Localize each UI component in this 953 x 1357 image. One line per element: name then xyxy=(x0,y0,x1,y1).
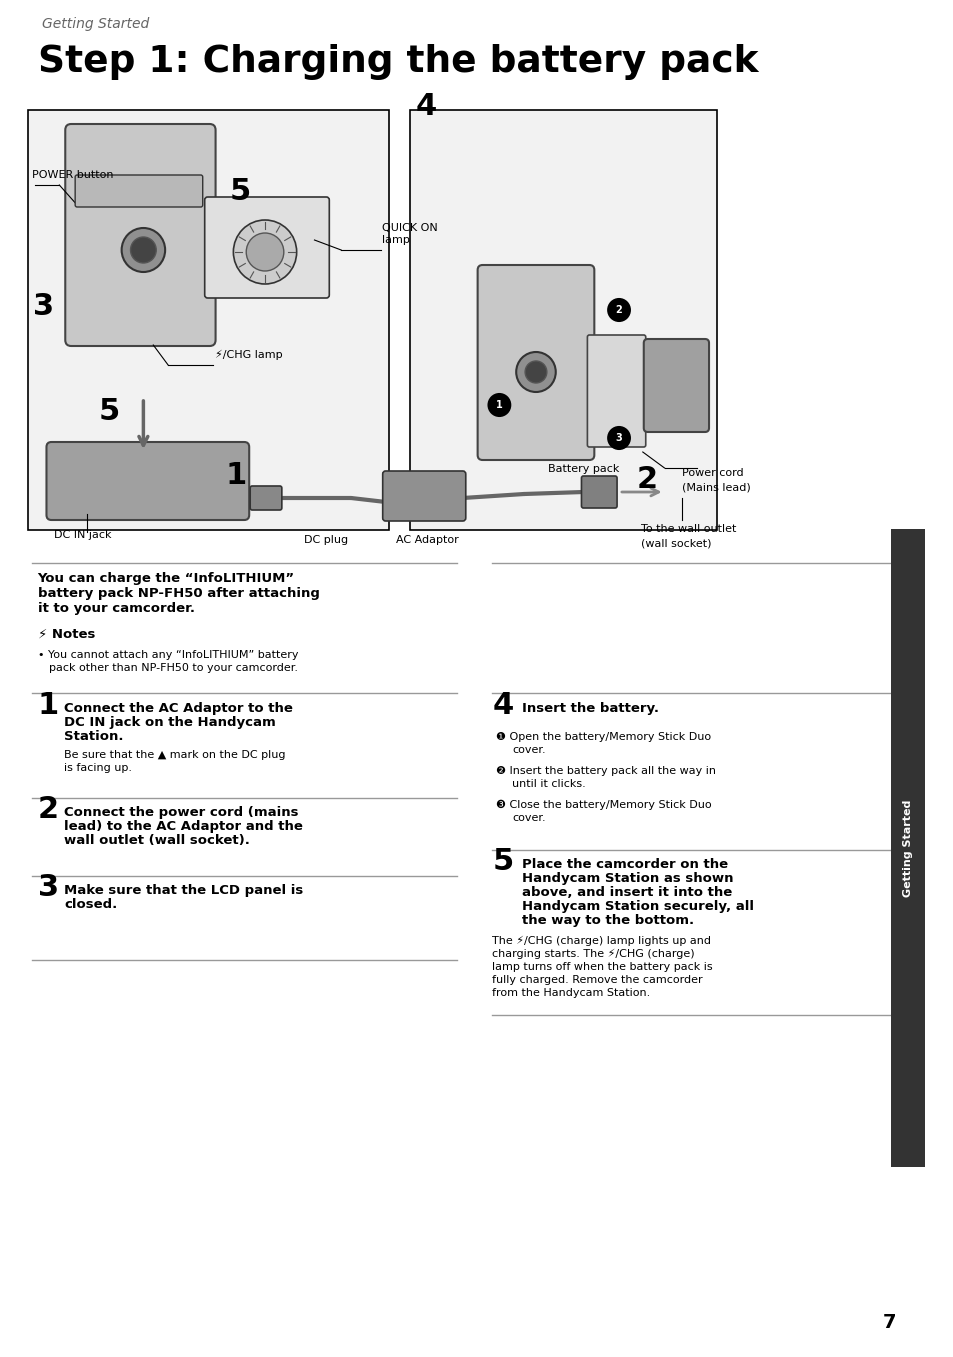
Text: cover.: cover. xyxy=(512,745,545,754)
Text: Insert the battery.: Insert the battery. xyxy=(521,702,659,715)
Text: 4: 4 xyxy=(415,92,436,121)
Text: 7: 7 xyxy=(882,1314,896,1333)
FancyBboxPatch shape xyxy=(250,486,281,510)
FancyBboxPatch shape xyxy=(410,110,717,531)
Text: the way to the bottom.: the way to the bottom. xyxy=(521,915,694,927)
Text: Be sure that the ▲ mark on the DC plug: Be sure that the ▲ mark on the DC plug xyxy=(64,750,286,760)
Text: Power cord: Power cord xyxy=(681,468,743,478)
Circle shape xyxy=(121,228,165,271)
Circle shape xyxy=(607,427,629,449)
Text: cover.: cover. xyxy=(512,813,545,822)
Text: 2: 2 xyxy=(637,465,658,494)
Text: 3: 3 xyxy=(37,873,59,902)
Text: it to your camcorder.: it to your camcorder. xyxy=(37,603,194,615)
Text: Handycam Station securely, all: Handycam Station securely, all xyxy=(521,900,753,913)
Text: 3: 3 xyxy=(615,433,621,442)
FancyBboxPatch shape xyxy=(477,265,594,460)
Text: Step 1: Charging the battery pack: Step 1: Charging the battery pack xyxy=(37,43,758,80)
Text: AC Adaptor: AC Adaptor xyxy=(395,535,458,546)
Circle shape xyxy=(246,233,283,271)
Text: Connect the AC Adaptor to the: Connect the AC Adaptor to the xyxy=(64,702,293,715)
FancyBboxPatch shape xyxy=(382,471,465,521)
Circle shape xyxy=(524,361,546,383)
Text: Getting Started: Getting Started xyxy=(42,18,149,31)
Text: 1: 1 xyxy=(37,691,59,721)
Text: 5: 5 xyxy=(229,176,251,206)
Circle shape xyxy=(131,237,156,263)
Text: You can charge the “InfoLITHIUM”: You can charge the “InfoLITHIUM” xyxy=(37,573,294,585)
FancyBboxPatch shape xyxy=(65,123,215,346)
Text: DC IN jack on the Handycam: DC IN jack on the Handycam xyxy=(64,716,275,729)
Circle shape xyxy=(607,299,629,322)
Text: 4: 4 xyxy=(492,691,513,721)
Text: ❷ Insert the battery pack all the way in: ❷ Insert the battery pack all the way in xyxy=(496,765,716,776)
Text: Make sure that the LCD panel is: Make sure that the LCD panel is xyxy=(64,883,303,897)
FancyBboxPatch shape xyxy=(581,476,617,508)
Text: DC plug: DC plug xyxy=(304,535,348,546)
Text: 1: 1 xyxy=(496,400,502,410)
Text: fully charged. Remove the camcorder: fully charged. Remove the camcorder xyxy=(492,974,702,985)
Text: pack other than NP-FH50 to your camcorder.: pack other than NP-FH50 to your camcorde… xyxy=(50,664,298,673)
Text: (wall socket): (wall socket) xyxy=(640,537,711,548)
Text: charging starts. The ⚡/CHG (charge): charging starts. The ⚡/CHG (charge) xyxy=(492,949,695,959)
Text: is facing up.: is facing up. xyxy=(64,763,132,773)
FancyBboxPatch shape xyxy=(587,335,645,446)
Text: battery pack NP-FH50 after attaching: battery pack NP-FH50 after attaching xyxy=(37,588,319,600)
Text: 2: 2 xyxy=(615,305,621,315)
Text: Place the camcorder on the: Place the camcorder on the xyxy=(521,858,727,871)
FancyBboxPatch shape xyxy=(205,197,329,299)
Text: 2: 2 xyxy=(37,795,59,824)
FancyBboxPatch shape xyxy=(28,110,388,531)
Text: wall outlet (wall socket).: wall outlet (wall socket). xyxy=(64,835,250,847)
Text: 5: 5 xyxy=(99,398,120,426)
Text: POWER button: POWER button xyxy=(31,170,113,180)
Text: Handycam Station as shown: Handycam Station as shown xyxy=(521,873,733,885)
Text: 1: 1 xyxy=(225,461,247,490)
Text: lamp turns off when the battery pack is: lamp turns off when the battery pack is xyxy=(492,962,712,972)
Text: closed.: closed. xyxy=(64,898,117,911)
Text: ⚡/CHG lamp: ⚡/CHG lamp xyxy=(214,350,282,360)
Text: ❶ Open the battery/Memory Stick Duo: ❶ Open the battery/Memory Stick Duo xyxy=(496,731,711,742)
Text: from the Handycam Station.: from the Handycam Station. xyxy=(492,988,650,997)
Circle shape xyxy=(233,220,296,284)
Text: 5: 5 xyxy=(492,847,513,877)
Text: (Mains lead): (Mains lead) xyxy=(681,482,750,493)
Text: Connect the power cord (mains: Connect the power cord (mains xyxy=(64,806,298,820)
Text: lead) to the AC Adaptor and the: lead) to the AC Adaptor and the xyxy=(64,820,303,833)
Text: Station.: Station. xyxy=(64,730,124,744)
Text: 3: 3 xyxy=(32,292,53,322)
Text: above, and insert it into the: above, and insert it into the xyxy=(521,886,732,898)
Text: The ⚡/CHG (charge) lamp lights up and: The ⚡/CHG (charge) lamp lights up and xyxy=(492,936,711,946)
Text: QUICK ON
lamp: QUICK ON lamp xyxy=(381,224,437,246)
Text: DC IN jack: DC IN jack xyxy=(54,531,112,540)
Circle shape xyxy=(488,394,510,417)
Circle shape xyxy=(516,351,556,392)
Text: until it clicks.: until it clicks. xyxy=(512,779,585,788)
Text: To the wall outlet: To the wall outlet xyxy=(640,524,736,535)
Text: ❸ Close the battery/Memory Stick Duo: ❸ Close the battery/Memory Stick Duo xyxy=(496,799,711,810)
Text: • You cannot attach any “InfoLITHIUM” battery: • You cannot attach any “InfoLITHIUM” ba… xyxy=(37,650,297,660)
FancyBboxPatch shape xyxy=(643,339,708,432)
Text: Getting Started: Getting Started xyxy=(902,799,912,897)
Text: Battery pack: Battery pack xyxy=(547,464,618,474)
FancyBboxPatch shape xyxy=(75,175,202,208)
Text: ⚡ Notes: ⚡ Notes xyxy=(37,628,95,641)
FancyBboxPatch shape xyxy=(47,442,249,520)
